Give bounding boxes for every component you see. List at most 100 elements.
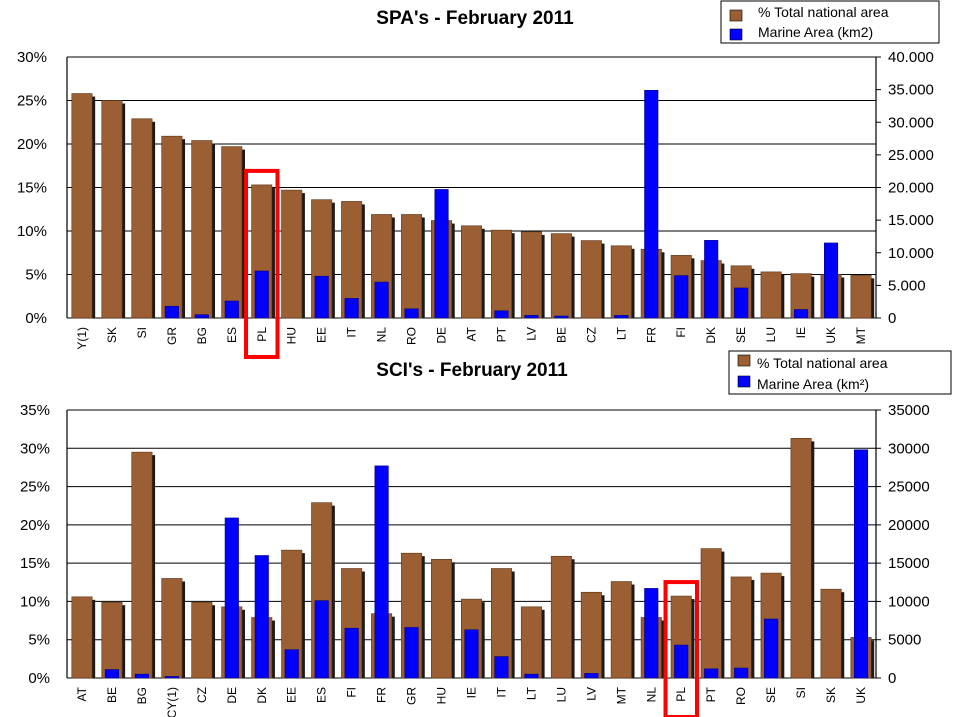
category-label: PL (255, 327, 269, 342)
highlight-box (244, 168, 280, 359)
bar-marine-GR (404, 627, 419, 679)
bar-marine-LV (524, 315, 539, 319)
y-left-tick-label: 25% (17, 93, 47, 110)
category-label: BE (105, 687, 119, 703)
bar-percent-AT (461, 225, 482, 319)
y-left-tick-label: 10% (17, 223, 47, 240)
category-label: IT (345, 326, 359, 337)
category-label: LT (614, 326, 628, 340)
legend-label: Marine Area (km2) (758, 24, 873, 40)
y-left-tick-label: 0% (28, 670, 50, 687)
bar-percent-Y(1) (71, 93, 93, 319)
bar-percent-SI (131, 118, 153, 319)
bar-marine-NL (374, 281, 389, 319)
y-right-tick-label: 20.000 (888, 180, 934, 197)
category-label: CY(1) (165, 687, 179, 717)
bar-marine-UK (853, 449, 869, 679)
bar-percent-LV (520, 231, 542, 319)
bar-percent-LT (520, 606, 542, 679)
category-label: Y(1) (75, 327, 89, 350)
y-right-tick-label: 25.000 (888, 147, 934, 164)
bar-percent-LU (760, 271, 782, 319)
bar-marine-FR (644, 89, 659, 319)
bar-percent-CY(1) (161, 578, 183, 679)
legend-swatch (737, 375, 751, 388)
y-right-tick-label: 35000 (888, 402, 930, 419)
bar-marine-IT (344, 298, 359, 319)
bar-marine-LV (584, 673, 599, 679)
legend-box (728, 350, 952, 395)
category-label: HU (435, 687, 449, 704)
category-label: BE (554, 327, 568, 343)
y-left-tick-label: 30% (17, 49, 47, 66)
category-label: RO (734, 687, 748, 705)
bar-marine-CY(1) (164, 676, 179, 679)
bar-marine-PL (674, 644, 689, 679)
category-label: PL (674, 687, 688, 702)
bar-percent-SK (820, 588, 842, 679)
bar-percent-CZ (191, 601, 213, 679)
category-label: SI (794, 687, 808, 698)
legend: % Total national area Marine Area (km²) (728, 350, 952, 395)
category-label: DK (704, 327, 718, 344)
y-right-tick-label: 30.000 (888, 114, 934, 131)
bar-percent-LV (580, 591, 602, 679)
category-label: ES (315, 687, 329, 703)
y-right-tick-label: 10.000 (888, 245, 934, 262)
legend-label: % Total national area (757, 355, 888, 371)
bar-percent-BG (131, 451, 153, 679)
bar-marine-ES (314, 600, 329, 679)
bar-percent-ES (221, 146, 243, 319)
bar-percent-BE (101, 601, 123, 679)
bar-percent-PT (700, 548, 722, 679)
category-label: LT (524, 686, 538, 700)
category-label: UK (824, 327, 838, 344)
category-label: HU (285, 327, 299, 344)
bar-marine-FR (374, 465, 389, 679)
bar-marine-IE (464, 629, 479, 679)
category-label: SE (734, 327, 748, 343)
y-left-tick-label: 35% (20, 402, 50, 419)
y-right-tick-label: 0 (888, 310, 896, 327)
bar-percent-HU (281, 189, 303, 319)
bar-marine-GR (164, 305, 179, 319)
category-label: SE (764, 687, 778, 703)
bar-percent-HU (431, 559, 453, 679)
category-label: CZ (584, 327, 598, 343)
legend-swatch (729, 9, 743, 22)
bar-percent-PT (490, 229, 512, 319)
y-left-tick-label: 30% (20, 440, 50, 457)
y-right-tick-label: 5000 (888, 632, 921, 649)
bar-marine-RO (404, 308, 419, 319)
chart-1: SPA's - February 2011 0% 5% 10% 15% 20% 25% 30%… (17, 0, 940, 359)
legend-label: % Total national area (758, 4, 889, 20)
y-right-tick-label: 15000 (888, 555, 930, 572)
legend: % Total national area Marine Area (km2) (720, 0, 940, 44)
bar-marine-DK (254, 555, 269, 679)
category-label: GR (405, 687, 419, 705)
bar-marine-PT (704, 668, 719, 679)
category-label: CZ (195, 687, 209, 703)
y-left-tick-label: 20% (20, 517, 50, 534)
bar-percent-LU (550, 555, 572, 679)
bar-marine-BE (554, 315, 569, 319)
bar-marine-DE (434, 189, 449, 319)
bar-marine-SE (764, 618, 779, 679)
y-right-tick-label: 20000 (888, 517, 930, 534)
bar-marine-BE (104, 669, 119, 679)
bar-marine-BG (134, 673, 149, 679)
y-left-tick-label: 5% (28, 632, 50, 649)
category-label: FR (644, 327, 658, 343)
bar-marine-ES (224, 300, 239, 319)
category-label: LU (554, 687, 568, 702)
category-label: DK (255, 687, 269, 704)
category-label: FR (375, 687, 389, 703)
bar-marine-DE (224, 517, 239, 679)
category-label: BG (195, 327, 209, 344)
bar-marine-PT (494, 310, 509, 319)
bar-marine-EE (314, 275, 329, 319)
category-label: MT (614, 686, 628, 704)
category-label: PT (494, 326, 508, 342)
chart-title: SCI's - February 2011 (376, 360, 568, 381)
bar-marine-NL (644, 588, 659, 679)
